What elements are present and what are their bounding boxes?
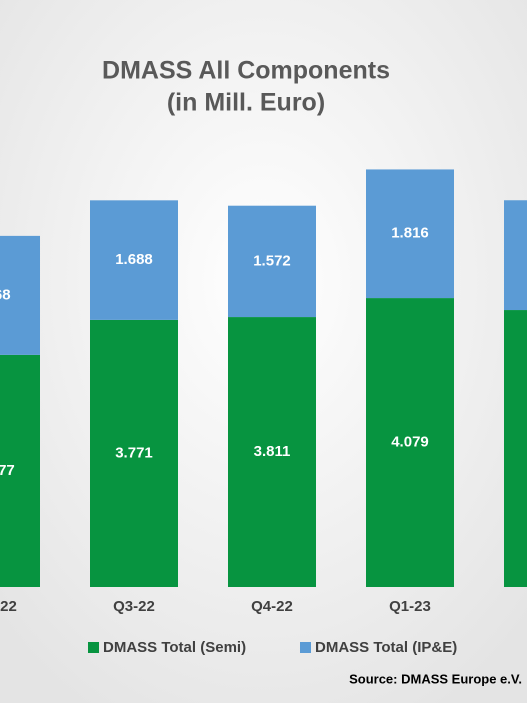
bar-segment — [366, 169, 454, 299]
legend-swatch — [88, 642, 99, 653]
bar-segment — [0, 235, 40, 355]
data-label: 4.079 — [391, 434, 429, 451]
data-label: 3.277 — [0, 462, 15, 479]
data-label: 1.68 — [0, 286, 11, 303]
bar-segment — [504, 200, 527, 311]
bar-segment — [504, 310, 527, 587]
chart-title: DMASS All Components — [102, 57, 390, 85]
data-label: 1.688 — [115, 251, 153, 268]
x-tick-label: Q3-22 — [113, 598, 155, 615]
chart-subtitle: (in Mill. Euro) — [167, 89, 325, 117]
bar-segment — [90, 319, 178, 587]
source: Source: DMASS Europe e.V. — [349, 671, 522, 686]
data-label: 3.771 — [115, 444, 153, 461]
x-tick-label: Q4-22 — [251, 598, 293, 615]
x-tick-label: Q2-22 — [0, 598, 17, 615]
data-label: 1.572 — [253, 252, 291, 269]
data-label: 1.816 — [391, 225, 429, 242]
bar-segment — [0, 354, 40, 587]
legend-label: DMASS Total (Semi) — [103, 639, 246, 656]
bar-segment — [228, 317, 316, 587]
data-label: 3.811 — [254, 443, 291, 460]
legend-swatch — [300, 642, 311, 653]
bar-segment — [228, 205, 316, 318]
bar-segment — [90, 200, 178, 320]
bar-segment — [366, 298, 454, 587]
x-tick-label: Q1-23 — [389, 598, 431, 615]
legend-label: DMASS Total (IP&E) — [315, 639, 457, 656]
